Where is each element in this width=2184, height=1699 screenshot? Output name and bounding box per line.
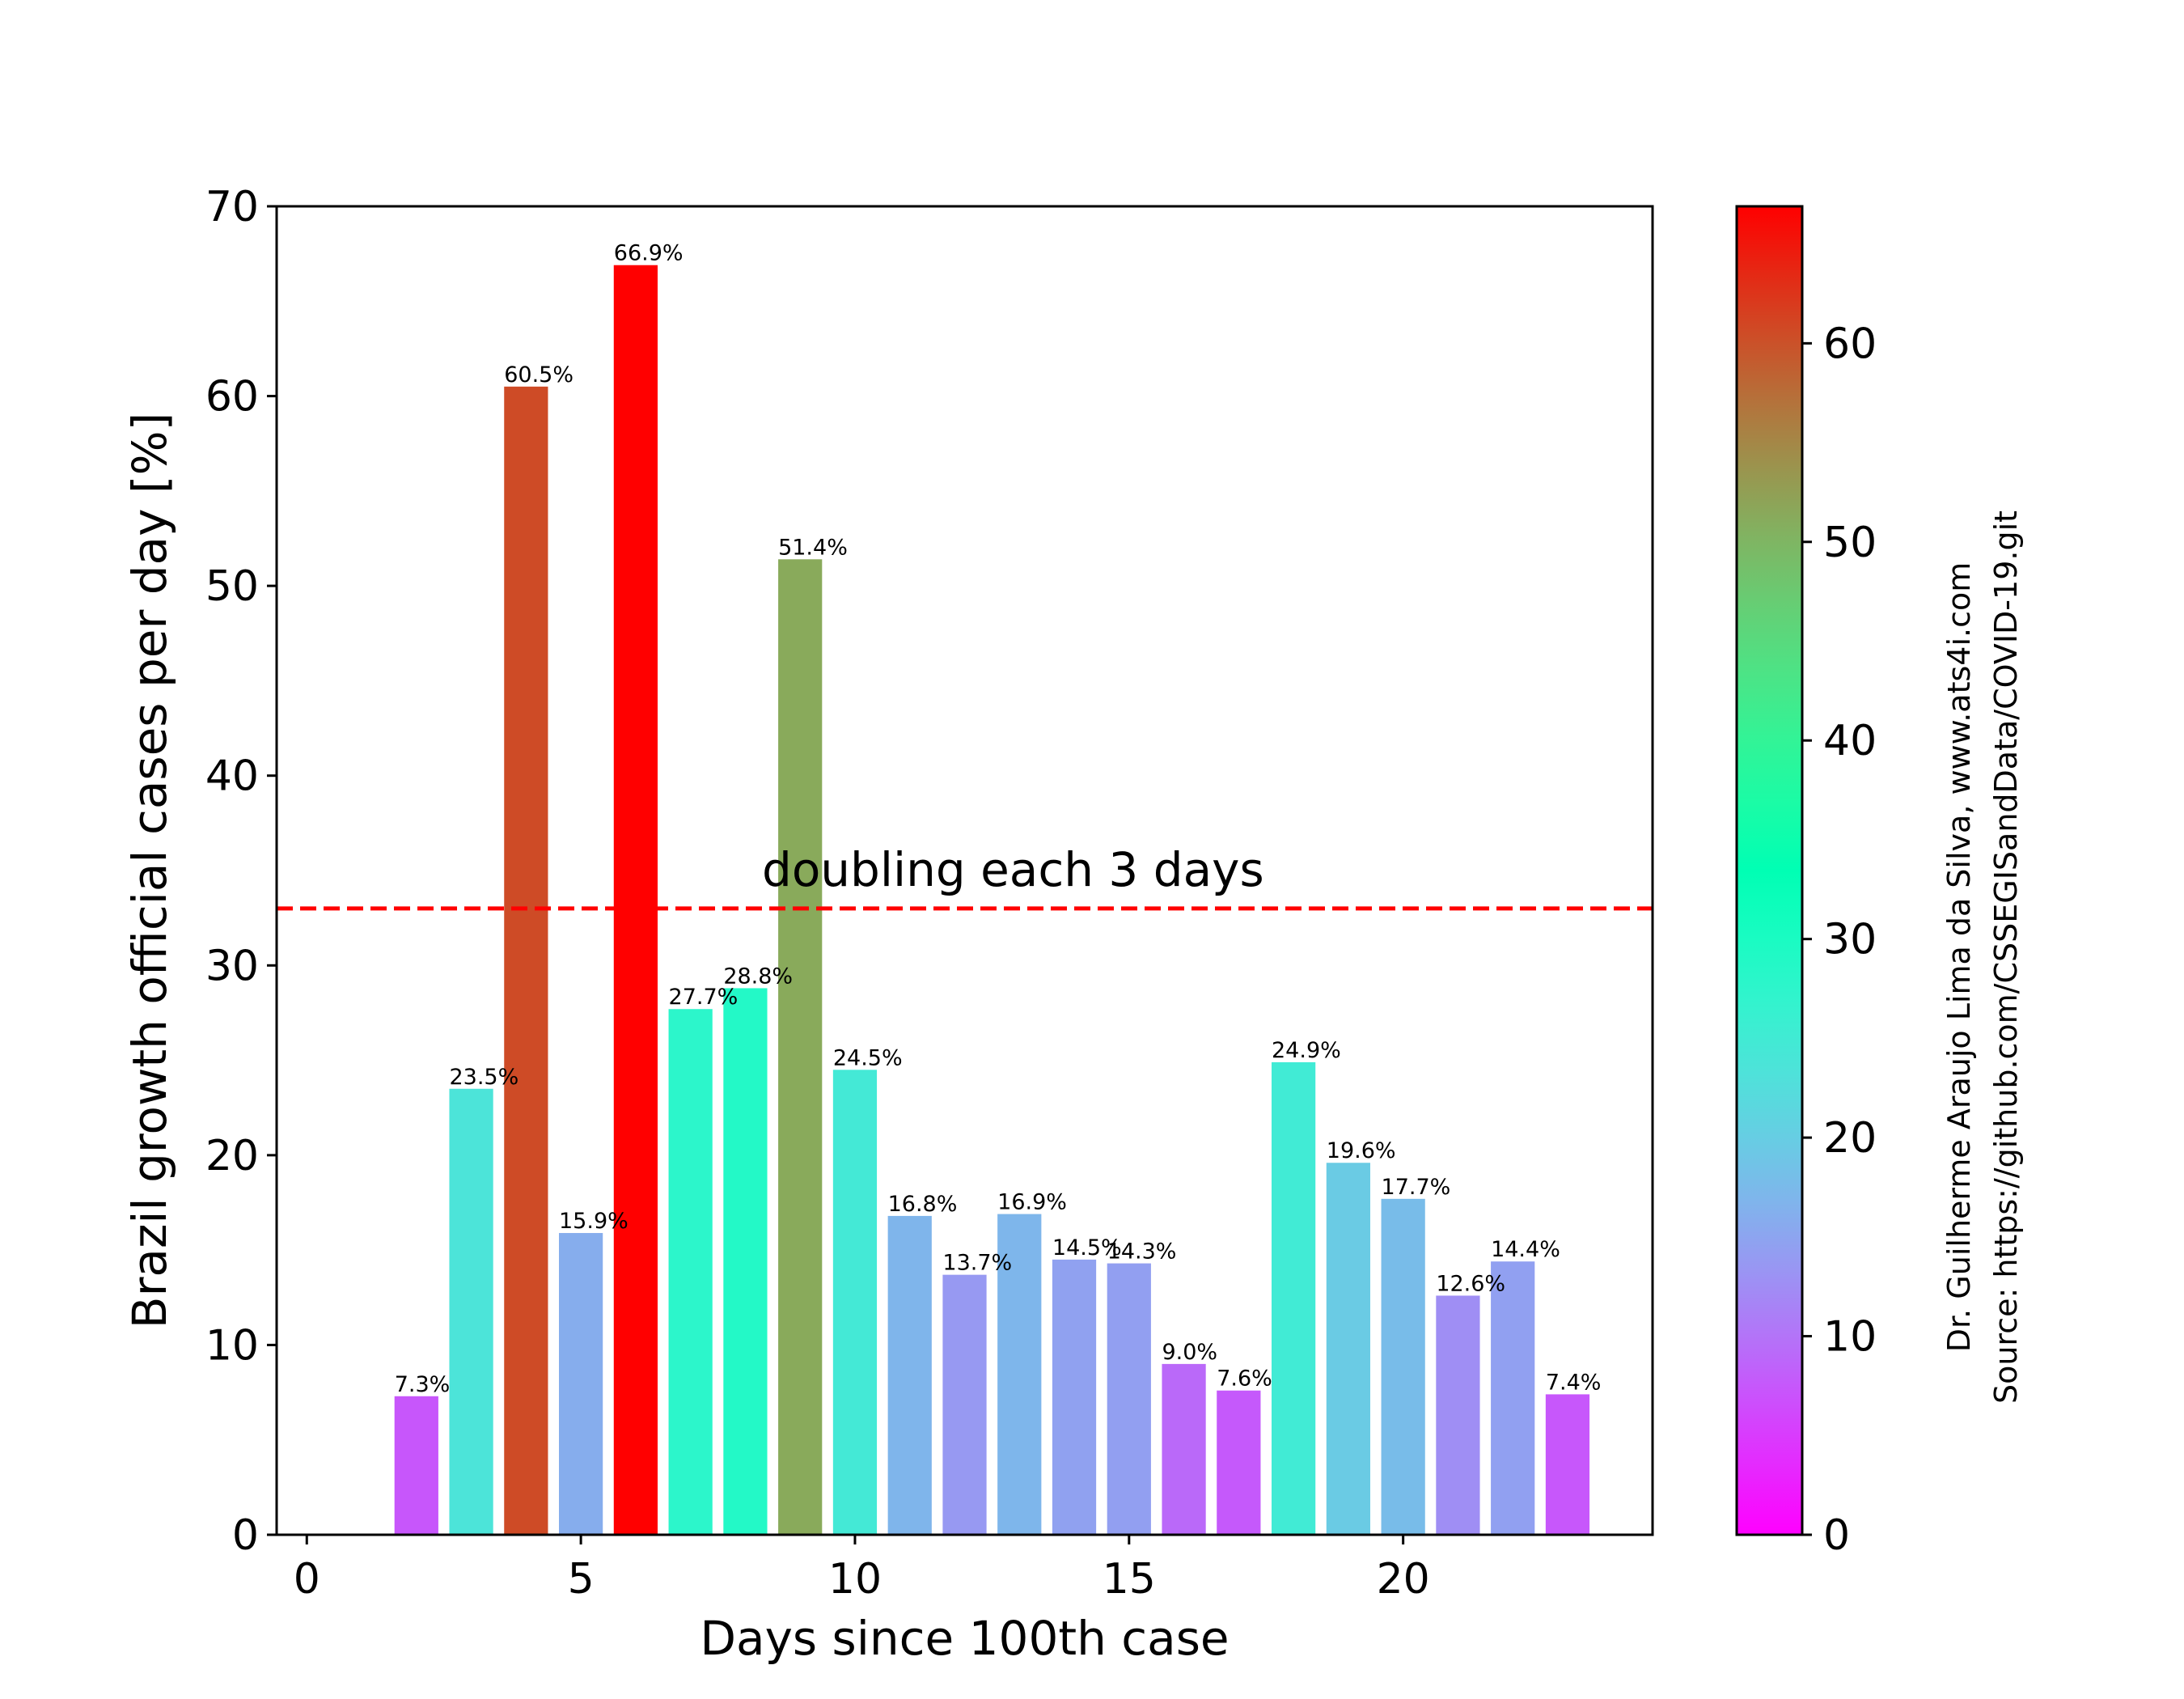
y-tick-label: 10 xyxy=(205,1321,259,1370)
bar-value-label-day-14: 14.5% xyxy=(1052,1235,1122,1260)
bar-value-label-day-17: 7.6% xyxy=(1217,1366,1272,1392)
colorbar xyxy=(1735,205,1804,1536)
x-axis-title: Days since 100th case xyxy=(700,1611,1229,1666)
colorbar-tick-label: 10 xyxy=(1823,1313,1877,1362)
bar-value-label-day-9: 51.4% xyxy=(778,535,848,560)
bar-day-13 xyxy=(997,1214,1042,1535)
bars-layer xyxy=(394,265,1590,1535)
bar-day-18 xyxy=(1272,1061,1316,1535)
bar-value-label-day-4: 60.5% xyxy=(504,362,574,388)
y-tick-label: 40 xyxy=(205,752,259,801)
bar-value-label-day-3: 23.5% xyxy=(449,1065,518,1090)
colorbar-tick-label: 40 xyxy=(1823,717,1877,765)
bar-day-4 xyxy=(504,386,548,1535)
bar-value-label-day-16: 9.0% xyxy=(1162,1340,1217,1365)
colorbar-ticks: 0 10 20 30 40 50 60 xyxy=(1802,320,1877,1560)
source-credit: Source: https://github.com/CSSEGISandDat… xyxy=(1988,511,2024,1404)
doubling-reference-label: doubling each 3 days xyxy=(762,842,1264,897)
colorbar-tick-label: 20 xyxy=(1823,1114,1877,1163)
bar-value-label-day-12: 13.7% xyxy=(942,1251,1012,1276)
bar-value-label-day-10: 24.5% xyxy=(833,1045,903,1070)
bar-day-19 xyxy=(1326,1163,1370,1535)
bar-day-2 xyxy=(394,1396,438,1535)
y-tick-label: 50 xyxy=(205,562,259,611)
bar-value-label-day-7: 27.7% xyxy=(669,985,739,1010)
bar-day-8 xyxy=(723,988,768,1535)
y-tick-label: 20 xyxy=(205,1132,259,1180)
bar-day-16 xyxy=(1162,1363,1206,1535)
author-credit: Dr. Guilherme Araujo Lima da Silva, www.… xyxy=(1941,562,1977,1353)
bar-day-5 xyxy=(559,1233,603,1535)
bar-day-23 xyxy=(1545,1394,1590,1535)
bar-day-3 xyxy=(449,1088,493,1535)
bar-value-label-day-11: 16.8% xyxy=(888,1192,958,1217)
bar-value-label-day-5: 15.9% xyxy=(559,1209,629,1234)
y-tick-label: 30 xyxy=(205,942,259,990)
bar-day-17 xyxy=(1217,1390,1261,1535)
bar-day-21 xyxy=(1436,1295,1480,1535)
bar-day-15 xyxy=(1107,1263,1151,1535)
bar-day-22 xyxy=(1491,1261,1535,1535)
y-tick-label: 0 xyxy=(232,1511,259,1560)
bar-value-label-day-18: 24.9% xyxy=(1272,1038,1341,1063)
bar-day-9 xyxy=(778,559,823,1535)
colorbar-tick-label: 30 xyxy=(1823,916,1877,964)
bar-value-label-day-20: 17.7% xyxy=(1382,1175,1451,1200)
bar-value-label-day-2: 7.3% xyxy=(395,1372,451,1397)
x-axis-ticks: 0 5 10 15 20 xyxy=(294,1535,1430,1604)
bar-day-20 xyxy=(1381,1198,1425,1535)
y-tick-label: 70 xyxy=(205,183,259,231)
x-tick-label: 10 xyxy=(828,1555,882,1604)
x-tick-label: 0 xyxy=(294,1555,320,1604)
bar-day-7 xyxy=(668,1009,713,1535)
colorbar-tick-label: 50 xyxy=(1823,519,1877,567)
colorbar-tick-label: 0 xyxy=(1823,1511,1850,1560)
bar-value-label-day-21: 12.6% xyxy=(1436,1271,1505,1296)
y-axis-ticks: 0 10 20 30 40 50 60 70 xyxy=(205,183,277,1560)
bar-value-label-day-19: 19.6% xyxy=(1327,1138,1396,1163)
bar-day-10 xyxy=(832,1070,878,1535)
bar-value-label-day-22: 14.4% xyxy=(1491,1237,1560,1262)
y-tick-label: 60 xyxy=(205,373,259,422)
bar-value-label-day-8: 28.8% xyxy=(723,964,793,989)
x-tick-label: 15 xyxy=(1103,1555,1156,1604)
bar-day-11 xyxy=(887,1215,932,1535)
x-tick-label: 20 xyxy=(1377,1555,1430,1604)
bar-value-label-day-6: 66.9% xyxy=(614,241,684,266)
colorbar-tick-label: 60 xyxy=(1823,320,1877,368)
bar-value-label-day-15: 14.3% xyxy=(1107,1239,1177,1265)
plot-frame xyxy=(275,205,1654,1536)
bar-day-12 xyxy=(942,1274,987,1535)
bar-value-label-day-13: 16.9% xyxy=(997,1190,1067,1215)
bar-value-label-day-23: 7.4% xyxy=(1546,1370,1602,1395)
bar-day-14 xyxy=(1052,1259,1097,1535)
x-tick-label: 5 xyxy=(568,1555,595,1604)
bar-day-6 xyxy=(613,265,658,1535)
y-axis-title: Brazil growth official cases per day [%] xyxy=(122,413,177,1328)
bar-labels-layer: 7.3% 23.5% 60.5% 15.9% 66.9% 27.7%28.8% 51.4% 2… xyxy=(395,241,1602,1397)
